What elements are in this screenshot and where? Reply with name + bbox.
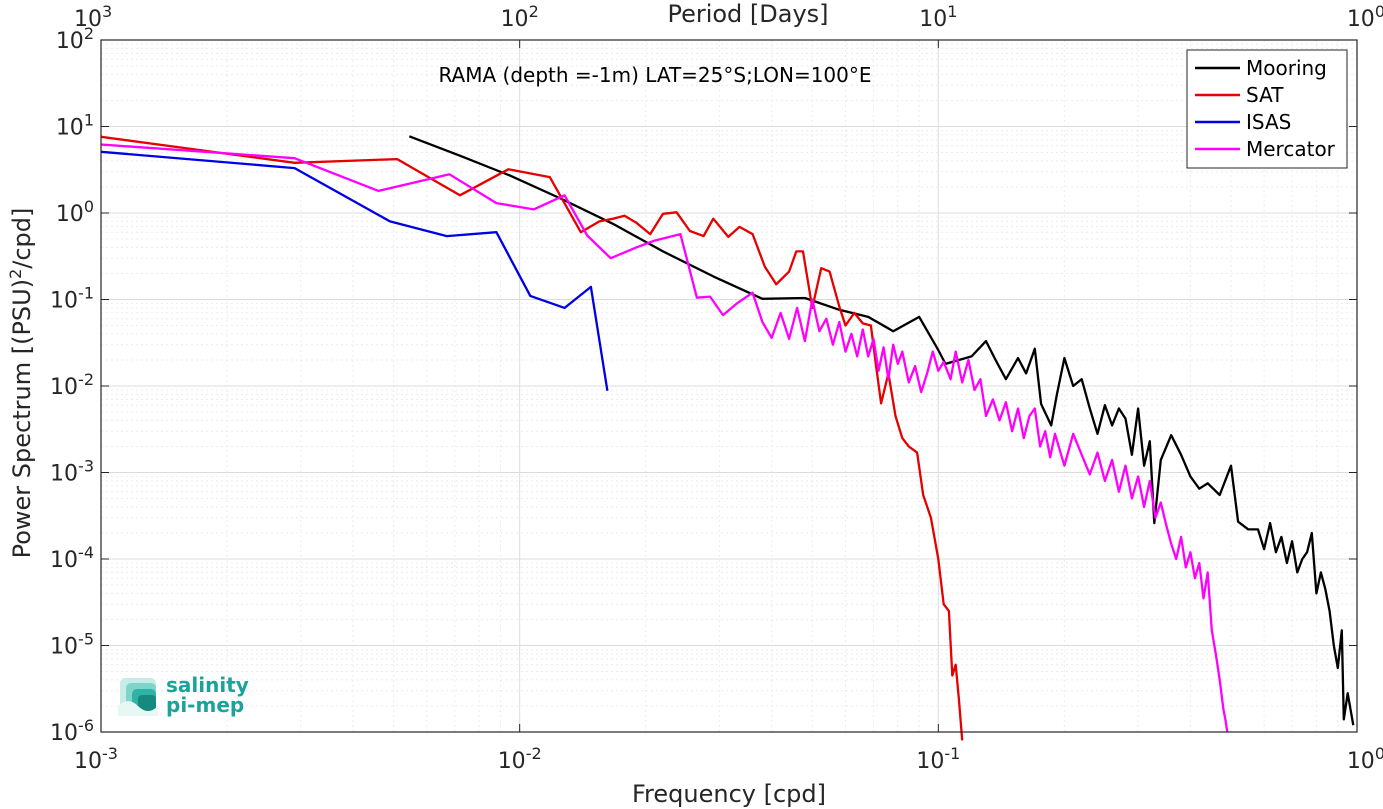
legend: Mooring SAT ISAS Mercator xyxy=(1186,49,1348,169)
legend-label-mooring: Mooring xyxy=(1246,56,1327,80)
x-tick-label: 100 xyxy=(1347,744,1383,775)
top-tick-label: 101 xyxy=(919,2,957,33)
y-tick-label: 10-4 xyxy=(50,543,94,574)
y-tick-label: 10-5 xyxy=(50,629,94,660)
top-axis-title: Period [Days] xyxy=(667,0,828,28)
y-tick-label: 10-3 xyxy=(50,456,94,487)
salinity-pi-mep-logo: salinity pi-mep xyxy=(118,673,249,717)
x-tick-label: 10-2 xyxy=(498,744,542,775)
chart-annotation: RAMA (depth =-1m) LAT=25°S;LON=100°E xyxy=(438,63,871,87)
y-tick-label: 102 xyxy=(56,24,94,55)
grid-layer xyxy=(100,40,1357,733)
series-line-sat xyxy=(100,135,964,741)
legend-label-isas: ISAS xyxy=(1246,110,1291,134)
series-layer xyxy=(100,135,1355,741)
y-tick-label: 10-6 xyxy=(50,716,94,747)
logo-line2: pi-mep xyxy=(166,693,244,717)
x-axis-title: Frequency [cpd] xyxy=(632,780,826,808)
series-line-isas xyxy=(100,150,609,391)
x-tick-label: 10-3 xyxy=(74,744,118,775)
top-tick-label: 100 xyxy=(1347,2,1383,33)
series-line-mercator xyxy=(100,143,1229,733)
top-tick-label: 102 xyxy=(501,2,539,33)
y-tick-label: 100 xyxy=(56,197,94,228)
legend-entries: Mooring SAT ISAS Mercator xyxy=(1195,56,1336,161)
series-line-mooring xyxy=(408,135,1355,726)
y-tick-label: 101 xyxy=(56,110,94,141)
x-tick-label: 10-1 xyxy=(916,744,960,775)
logo-line1: salinity xyxy=(166,673,249,697)
y-tick-label: 10-1 xyxy=(50,283,94,314)
y-axis-title: Power Spectrum [(PSU)2/cpd] xyxy=(6,208,37,559)
y-tick-label: 10-2 xyxy=(50,370,94,401)
legend-label-mercator: Mercator xyxy=(1246,137,1336,161)
top-tick-label: 103 xyxy=(74,2,112,33)
legend-label-sat: SAT xyxy=(1246,83,1284,107)
wave-logo-icon xyxy=(118,678,158,716)
